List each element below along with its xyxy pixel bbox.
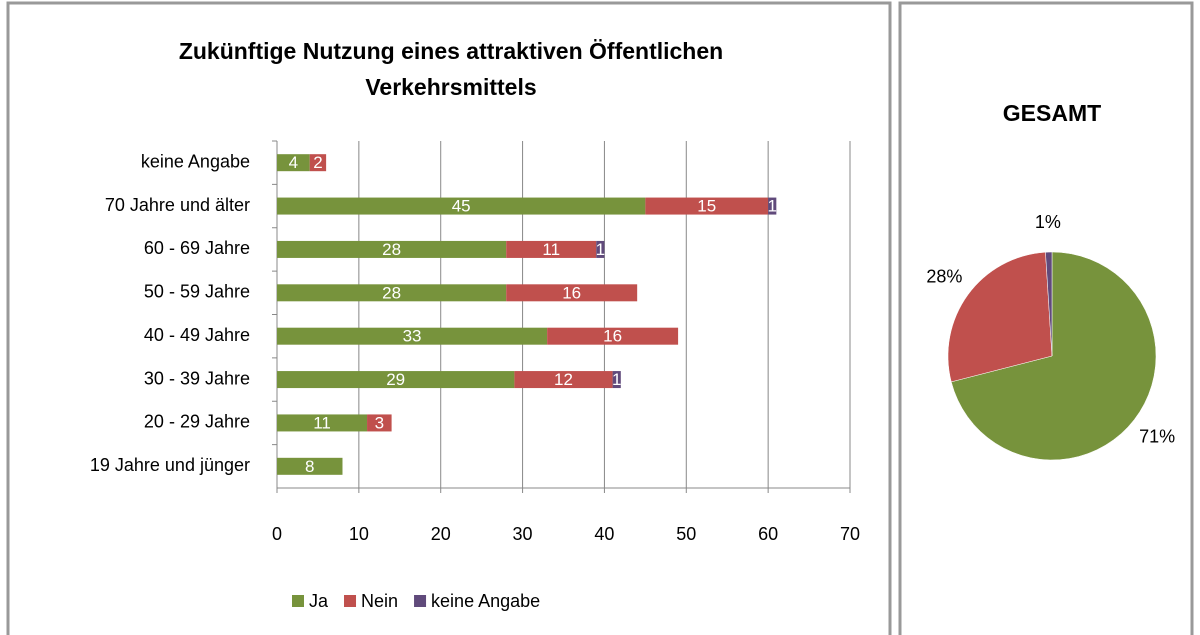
bar-segment: [596, 240, 605, 258]
x-tick-label: 50: [676, 524, 696, 544]
bar-segment: [506, 240, 597, 258]
x-tick-label: 40: [594, 524, 614, 544]
x-tick-label: 0: [272, 524, 282, 544]
y-tick-label: 20 - 29 Jahre: [144, 412, 250, 432]
data-label: 11: [542, 240, 560, 259]
data-label: 4: [289, 153, 298, 172]
x-tick-label: 60: [758, 524, 778, 544]
pie-label: 28%: [926, 267, 962, 287]
y-tick-label: 19 Jahre und jünger: [90, 455, 250, 475]
bar-segment: [277, 327, 548, 345]
bar-segment: [612, 371, 621, 389]
bar-segment: [367, 414, 392, 432]
legend-label: Nein: [361, 591, 398, 611]
bar-segment: [277, 284, 507, 302]
right-panel: [898, 1, 1194, 635]
data-label: 15: [697, 197, 716, 216]
pie-slice: [947, 251, 1053, 383]
pie-label: 71%: [1139, 426, 1175, 446]
data-label: 3: [375, 413, 384, 432]
bar-segment: [309, 154, 327, 172]
bar-segment: [547, 327, 679, 345]
data-label: 33: [403, 327, 422, 346]
bar-segment: [277, 457, 343, 475]
pie-label: 1%: [1035, 212, 1061, 232]
bar-segment: [277, 414, 368, 432]
data-label: 28: [382, 240, 401, 259]
y-tick-label: 50 - 59 Jahre: [144, 282, 250, 302]
data-label: 16: [562, 283, 581, 302]
legend-swatch: [344, 595, 357, 607]
data-label: 1: [768, 197, 777, 216]
pie-title: GESAMT: [1003, 100, 1101, 126]
bar-segment: [277, 197, 646, 215]
legend-swatch: [414, 595, 427, 607]
bar-segment: [277, 154, 310, 172]
legend-swatch: [292, 595, 304, 607]
data-label: 29: [386, 370, 405, 389]
y-tick-label: 60 - 69 Jahre: [144, 238, 250, 258]
bar-segment: [768, 197, 777, 215]
bar-segment: [277, 240, 507, 258]
data-label: 1: [596, 240, 605, 259]
x-tick-label: 10: [349, 524, 369, 544]
data-label: 45: [452, 197, 471, 216]
bar-title: Zukünftige Nutzung eines attraktiven Öff…: [179, 38, 723, 100]
left-panel: [6, 1, 892, 635]
x-tick-label: 70: [840, 524, 860, 544]
data-label: 28: [382, 283, 401, 302]
legend-label: Ja: [309, 591, 329, 611]
data-label: 16: [603, 327, 622, 346]
x-tick-label: 30: [513, 524, 533, 544]
bar-segment: [514, 371, 613, 389]
y-tick-label: 40 - 49 Jahre: [144, 325, 250, 345]
y-tick-label: 30 - 39 Jahre: [144, 368, 250, 388]
x-tick-label: 20: [431, 524, 451, 544]
bar-segment: [277, 371, 515, 389]
data-label: 11: [313, 413, 331, 432]
legend-label: keine Angabe: [431, 591, 540, 611]
bar-segment: [506, 284, 638, 302]
data-label: 12: [554, 370, 573, 389]
y-tick-label: keine Angabe: [141, 151, 250, 171]
pie-slice: [1045, 251, 1053, 357]
pie-slice: [950, 251, 1157, 461]
y-tick-label: 70 Jahre und älter: [105, 195, 250, 215]
data-label: 2: [313, 153, 322, 172]
bar-segment: [645, 197, 769, 215]
data-label: 8: [305, 457, 314, 476]
data-label: 1: [612, 370, 621, 389]
